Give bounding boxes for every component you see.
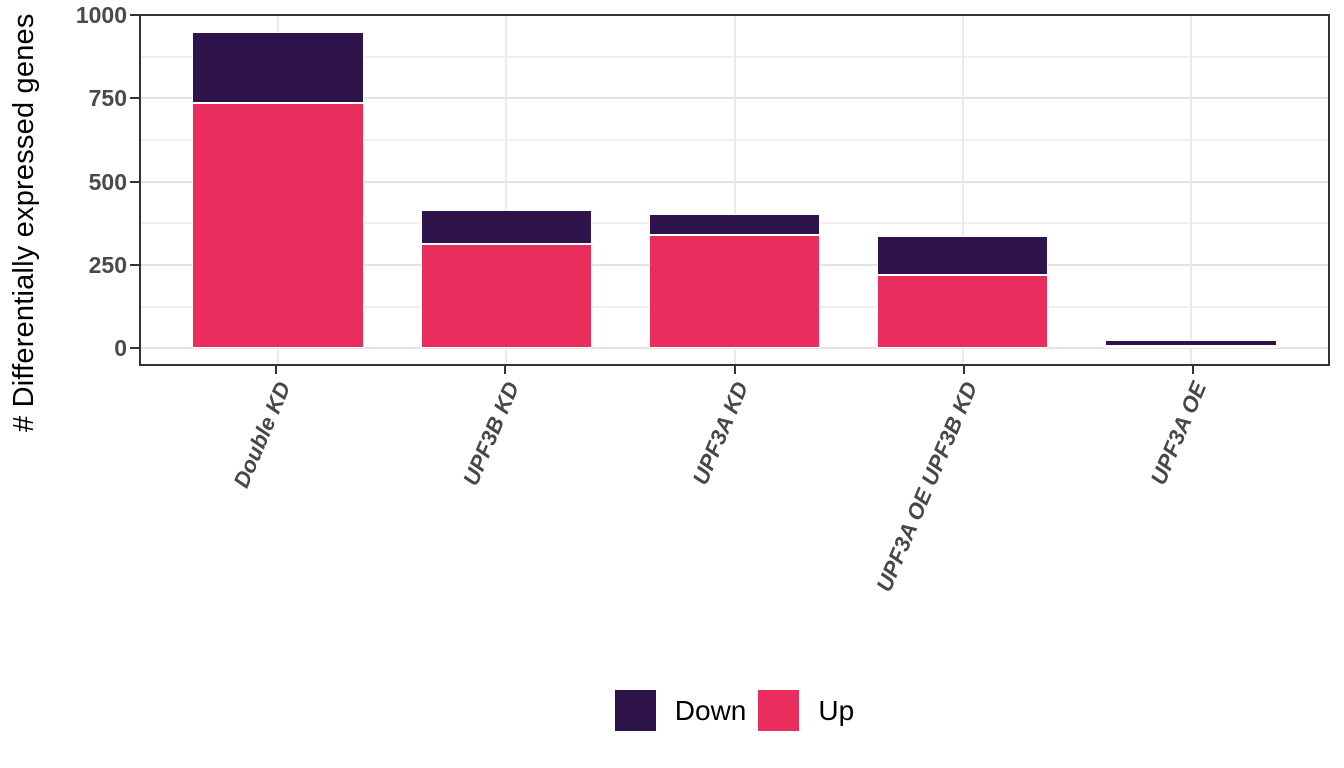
x-tick-mark xyxy=(275,366,278,374)
x-tick-label: Double KD xyxy=(228,378,296,492)
bar-upf3b-kd xyxy=(420,209,592,349)
bar-segment-down xyxy=(877,235,1049,276)
x-tick-mark xyxy=(733,366,736,374)
x-tick-label: UPF3A OE UPF3B KD xyxy=(871,378,983,596)
legend-label-down: Down xyxy=(674,694,747,726)
bar-segment-up xyxy=(877,275,1049,349)
x-tick-mark xyxy=(962,366,965,374)
y-axis-tick-labels: 0 250 500 750 1000 xyxy=(0,2,127,364)
bar-segment-up xyxy=(648,234,821,349)
bar-segment-down xyxy=(648,213,821,235)
major-gridline-x xyxy=(961,16,964,364)
x-tick-label: UPF3B KD xyxy=(458,378,525,490)
bar-upf3a-kd xyxy=(648,213,821,349)
y-axis-ticks xyxy=(130,14,139,364)
major-gridline-x xyxy=(733,16,736,364)
y-tick-mark xyxy=(130,263,139,266)
major-gridline-x xyxy=(505,16,508,364)
plot-panel xyxy=(139,14,1330,366)
x-axis-tick-labels: Double KD UPF3B KD UPF3A KD UPF3A OE UPF3B … xyxy=(139,378,1330,638)
legend: Down Up xyxy=(139,690,1330,731)
bar-segment-up xyxy=(420,243,592,349)
y-tick-label: 1000 xyxy=(75,2,127,29)
x-tick-mark xyxy=(1191,366,1194,374)
y-tick-mark xyxy=(130,347,139,350)
bar-segment-down xyxy=(192,32,364,104)
y-tick-label: 0 xyxy=(114,335,127,362)
y-tick-label: 750 xyxy=(88,85,127,112)
x-axis-ticks xyxy=(139,366,1330,374)
bar-upf3a-oe xyxy=(1105,340,1277,349)
legend-swatch-down xyxy=(614,690,656,731)
bar-upf3a-oe-upf3b-kd xyxy=(877,235,1049,349)
y-tick-mark xyxy=(130,14,139,17)
x-tick-label: UPF3A OE xyxy=(1145,378,1212,489)
y-tick-label: 250 xyxy=(88,251,127,278)
bar-segment-up xyxy=(192,103,364,349)
bar-segment-up xyxy=(1105,346,1277,349)
bar-segment-down xyxy=(1105,340,1277,347)
bar-double-kd xyxy=(192,32,364,349)
x-tick-label: UPF3A KD xyxy=(687,378,754,489)
x-tick-mark xyxy=(504,366,507,374)
legend-item-up: Up xyxy=(758,690,854,731)
legend-swatch-up xyxy=(758,690,800,731)
y-tick-label: 500 xyxy=(88,168,127,195)
legend-label-up: Up xyxy=(818,694,855,726)
bar-segment-down xyxy=(420,209,592,244)
legend-item-down: Down xyxy=(614,690,747,731)
y-tick-mark xyxy=(130,180,139,183)
y-tick-mark xyxy=(130,97,139,100)
major-gridline-x xyxy=(1190,16,1193,364)
